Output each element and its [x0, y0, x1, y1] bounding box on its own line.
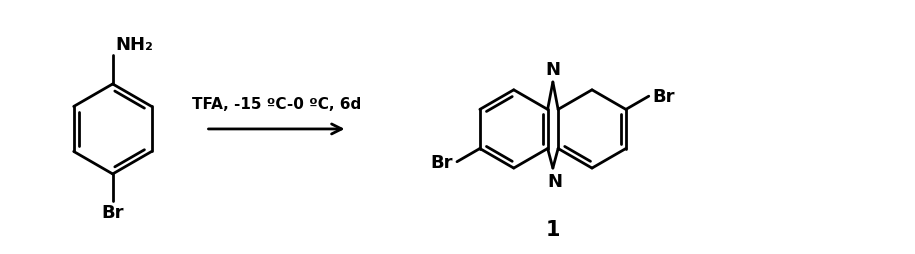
Text: 1: 1 — [545, 220, 560, 240]
Text: NH₂: NH₂ — [115, 36, 154, 53]
Text: N: N — [547, 172, 563, 190]
Text: Br: Br — [102, 203, 124, 221]
Text: TFA, -15 ºC-0 ºC, 6d: TFA, -15 ºC-0 ºC, 6d — [192, 97, 361, 112]
Text: N: N — [545, 61, 560, 79]
Text: Br: Br — [431, 153, 453, 171]
Text: Br: Br — [652, 88, 675, 106]
